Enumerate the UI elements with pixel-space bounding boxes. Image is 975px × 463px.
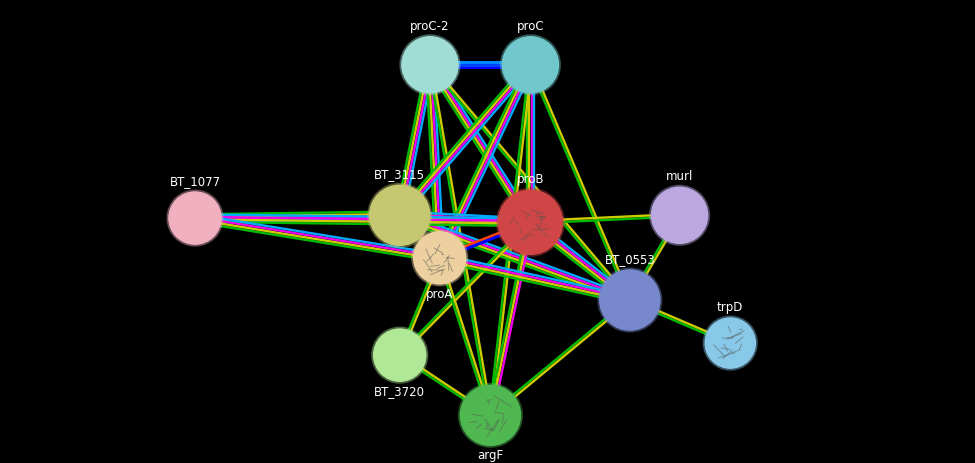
Text: proB: proB [517,173,544,186]
Circle shape [370,185,430,245]
Circle shape [400,35,460,95]
Text: argF: argF [478,449,503,463]
Circle shape [368,183,432,247]
Text: proC: proC [517,20,544,33]
Circle shape [167,190,223,246]
Circle shape [500,35,561,95]
Circle shape [169,192,221,244]
Circle shape [402,37,458,93]
Circle shape [502,37,559,93]
Circle shape [371,327,428,383]
Circle shape [651,188,708,243]
Text: BT_3115: BT_3115 [374,168,425,181]
Text: proC-2: proC-2 [410,20,449,33]
Text: murl: murl [666,170,693,183]
Circle shape [496,188,565,256]
Circle shape [498,190,563,254]
Circle shape [413,232,466,284]
Circle shape [458,383,523,447]
Circle shape [373,329,426,381]
Text: BT_1077: BT_1077 [170,175,220,188]
Circle shape [598,268,662,332]
Circle shape [703,316,758,370]
Circle shape [411,230,468,286]
Circle shape [705,318,756,368]
Text: proA: proA [426,288,453,301]
Circle shape [460,385,521,445]
Text: BT_0553: BT_0553 [604,253,655,266]
Circle shape [649,185,710,245]
Text: BT_3720: BT_3720 [374,385,425,398]
Circle shape [600,270,660,330]
Text: trpD: trpD [717,301,744,314]
